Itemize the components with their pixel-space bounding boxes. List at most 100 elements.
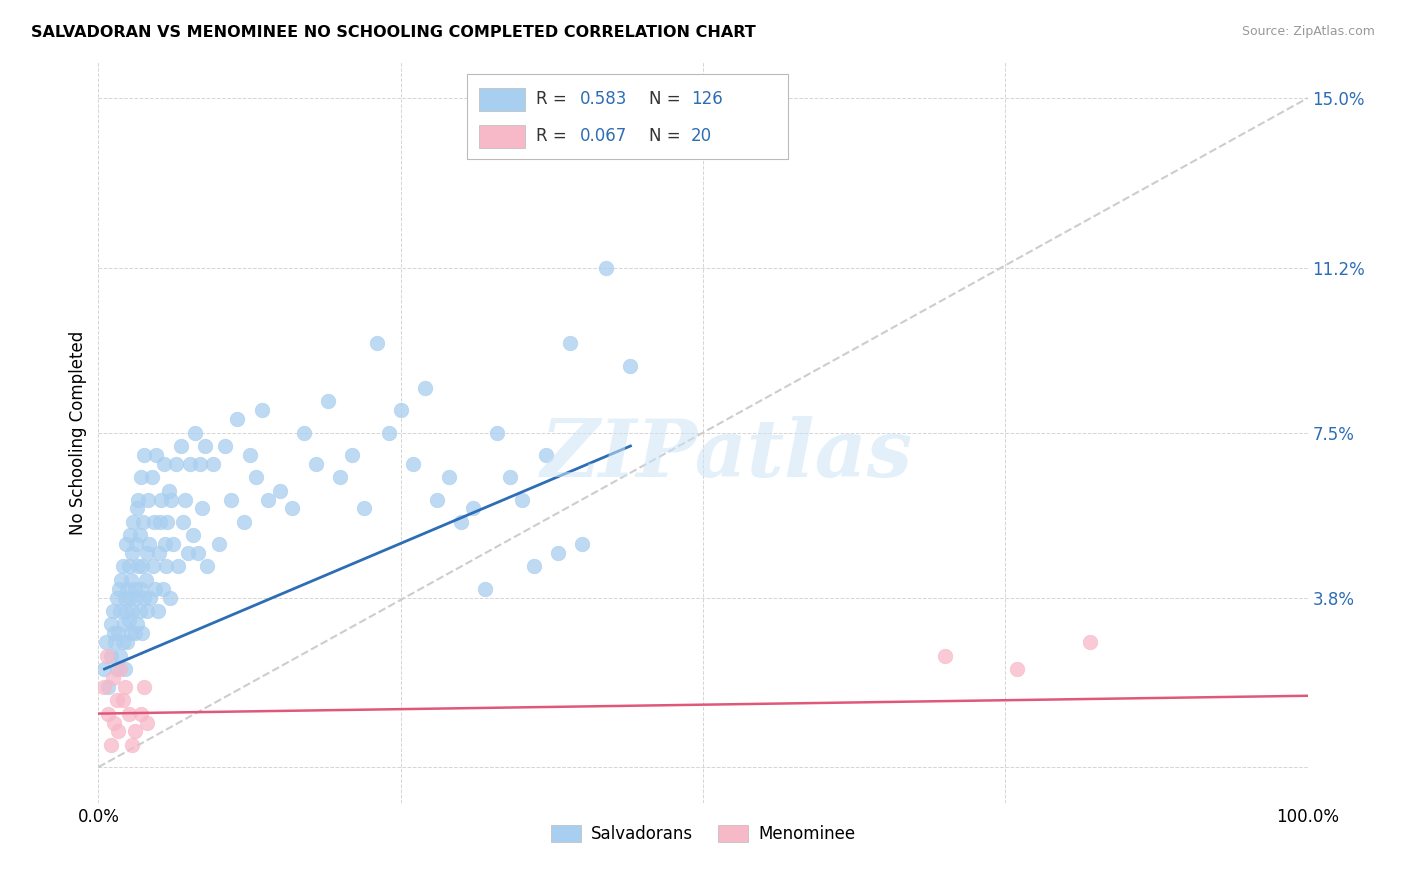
Point bbox=[619, 359, 641, 373]
Point bbox=[353, 501, 375, 516]
Point bbox=[167, 559, 190, 574]
Point bbox=[100, 648, 122, 663]
Point bbox=[534, 448, 557, 462]
Point bbox=[142, 559, 165, 574]
Point bbox=[105, 693, 128, 707]
Point bbox=[152, 457, 174, 471]
Point bbox=[188, 457, 211, 471]
Point bbox=[463, 501, 485, 516]
Point bbox=[159, 591, 181, 605]
Point bbox=[239, 448, 262, 462]
Point bbox=[124, 626, 146, 640]
Point bbox=[157, 483, 180, 498]
Point bbox=[437, 470, 460, 484]
Text: 0.067: 0.067 bbox=[579, 128, 627, 145]
Point bbox=[523, 559, 546, 574]
Point bbox=[177, 546, 200, 560]
Point bbox=[118, 559, 141, 574]
Point bbox=[172, 515, 194, 529]
Point bbox=[93, 680, 115, 694]
Point bbox=[174, 492, 197, 507]
Point bbox=[152, 582, 174, 596]
Point bbox=[118, 613, 141, 627]
Point bbox=[1007, 662, 1029, 676]
Point bbox=[389, 403, 412, 417]
Point bbox=[110, 573, 132, 587]
Point bbox=[139, 591, 162, 605]
Point bbox=[118, 528, 141, 542]
Bar bbox=[479, 126, 526, 147]
Point bbox=[558, 336, 581, 351]
Point bbox=[153, 537, 176, 551]
Point bbox=[129, 582, 152, 596]
Point bbox=[232, 515, 254, 529]
Point bbox=[426, 492, 449, 507]
Point bbox=[143, 582, 166, 596]
Point bbox=[181, 528, 204, 542]
Point bbox=[281, 501, 304, 516]
Point bbox=[165, 457, 187, 471]
Point bbox=[120, 573, 142, 587]
Text: N =: N = bbox=[648, 90, 686, 109]
Point bbox=[149, 515, 172, 529]
Point bbox=[169, 439, 191, 453]
Text: N =: N = bbox=[648, 128, 686, 145]
Point bbox=[221, 492, 243, 507]
Point bbox=[547, 546, 569, 560]
Point bbox=[118, 706, 141, 721]
Point bbox=[115, 537, 138, 551]
Point bbox=[148, 546, 170, 560]
Point bbox=[118, 591, 141, 605]
Point bbox=[202, 457, 225, 471]
Point bbox=[108, 662, 131, 676]
Point bbox=[329, 470, 352, 484]
Point bbox=[191, 501, 214, 516]
Point bbox=[127, 501, 149, 516]
Point bbox=[131, 626, 153, 640]
Point bbox=[474, 582, 496, 596]
Point bbox=[208, 537, 231, 551]
Text: R =: R = bbox=[536, 90, 572, 109]
Point bbox=[129, 470, 152, 484]
Point bbox=[96, 648, 118, 663]
Point bbox=[114, 591, 136, 605]
Point bbox=[214, 439, 236, 453]
Point bbox=[146, 604, 169, 618]
Point bbox=[94, 635, 117, 649]
Point bbox=[498, 470, 520, 484]
Point bbox=[105, 662, 128, 676]
Point bbox=[103, 715, 125, 730]
Point bbox=[184, 425, 207, 440]
Text: ZIPatlas: ZIPatlas bbox=[541, 416, 914, 493]
Point bbox=[402, 457, 425, 471]
Point bbox=[292, 425, 315, 440]
Point bbox=[226, 412, 249, 426]
Point bbox=[162, 537, 184, 551]
Text: 0.583: 0.583 bbox=[579, 90, 627, 109]
Point bbox=[111, 635, 134, 649]
Point bbox=[245, 470, 267, 484]
Point bbox=[124, 582, 146, 596]
Point bbox=[121, 738, 143, 752]
Point bbox=[510, 492, 533, 507]
Point bbox=[108, 648, 131, 663]
Point bbox=[101, 671, 124, 685]
Point bbox=[115, 604, 138, 618]
Point bbox=[93, 662, 115, 676]
Y-axis label: No Schooling Completed: No Schooling Completed bbox=[69, 331, 87, 534]
Point bbox=[127, 492, 149, 507]
Text: 126: 126 bbox=[690, 90, 723, 109]
Point bbox=[100, 738, 122, 752]
Point bbox=[194, 439, 217, 453]
Point bbox=[305, 457, 328, 471]
Point bbox=[104, 635, 127, 649]
Text: Source: ZipAtlas.com: Source: ZipAtlas.com bbox=[1241, 25, 1375, 38]
Point bbox=[571, 537, 593, 551]
Point bbox=[107, 626, 129, 640]
Point bbox=[97, 706, 120, 721]
Point bbox=[160, 492, 183, 507]
Point bbox=[187, 546, 209, 560]
Point bbox=[195, 559, 218, 574]
Point bbox=[486, 425, 509, 440]
Point bbox=[269, 483, 291, 498]
